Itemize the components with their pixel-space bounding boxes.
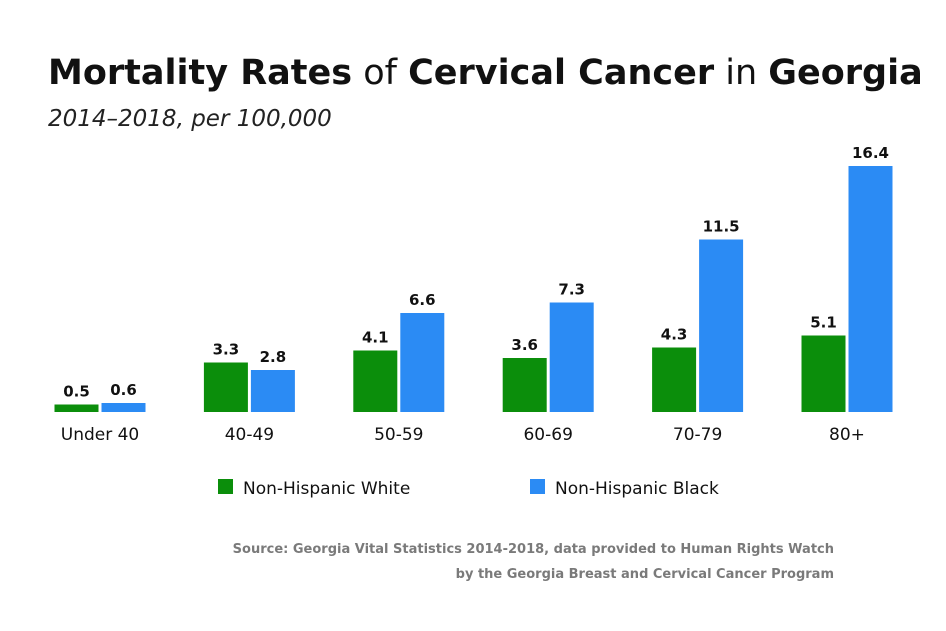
data-label: 7.3: [558, 281, 585, 299]
data-label: 4.1: [362, 329, 389, 347]
title-part: in: [714, 53, 768, 93]
data-label: 3.6: [511, 336, 538, 354]
bar-white-40-49: [203, 362, 248, 412]
legend-label: Non-Hispanic White: [243, 479, 410, 499]
bar-black-80+: [848, 166, 893, 412]
data-label: 5.1: [810, 314, 837, 332]
legend-label: Non-Hispanic Black: [555, 479, 719, 499]
legend-swatch: [218, 479, 233, 494]
bar-white-60-69: [502, 358, 547, 412]
data-label: 2.8: [260, 348, 287, 366]
bar-white-50-59: [353, 350, 398, 412]
category-label: 70-79: [673, 425, 722, 445]
source-line-2: by the Georgia Breast and Cervical Cance…: [456, 567, 834, 582]
category-label: 60-69: [523, 425, 572, 445]
category-label: 50-59: [374, 425, 423, 445]
data-label: 11.5: [703, 218, 740, 236]
bar-white-70-79: [652, 347, 697, 412]
title-part: of: [352, 53, 408, 93]
category-label: 80+: [829, 425, 865, 445]
bars-group: 0.5 0.6 Under 40 3.3 2.8 40-49 4.1 6.6 50-59 3.6 7…: [54, 144, 893, 445]
bar-black-50-59: [400, 313, 445, 412]
legend: Non-Hispanic White Non-Hispanic Black: [218, 479, 719, 499]
data-label: 3.3: [213, 341, 240, 359]
bar-black-60-69: [549, 302, 594, 412]
bar-white-under-40: [54, 404, 99, 412]
data-label: 16.4: [852, 144, 889, 162]
title-part: Georgia: [768, 53, 922, 93]
bar-black-under-40: [101, 403, 146, 412]
data-label: 6.6: [409, 291, 436, 309]
bar-black-70-79: [699, 239, 744, 412]
bar-white-80+: [801, 335, 846, 412]
chart-subtitle: 2014–2018, per 100,000: [48, 106, 332, 132]
category-label: 40-49: [225, 425, 274, 445]
data-label: 0.5: [63, 383, 90, 401]
legend-swatch: [530, 479, 545, 494]
category-label: Under 40: [61, 425, 140, 445]
title-part: Cervical Cancer: [408, 53, 715, 93]
source-line-1: Source: Georgia Vital Statistics 2014-20…: [233, 542, 834, 557]
data-label: 4.3: [661, 326, 688, 344]
bar-black-40-49: [250, 370, 295, 412]
title-part: Mortality Rates: [48, 53, 352, 93]
chart-title: Mortality Rates of Cervical Cancer in Ge…: [48, 53, 923, 93]
data-label: 0.6: [110, 381, 137, 399]
